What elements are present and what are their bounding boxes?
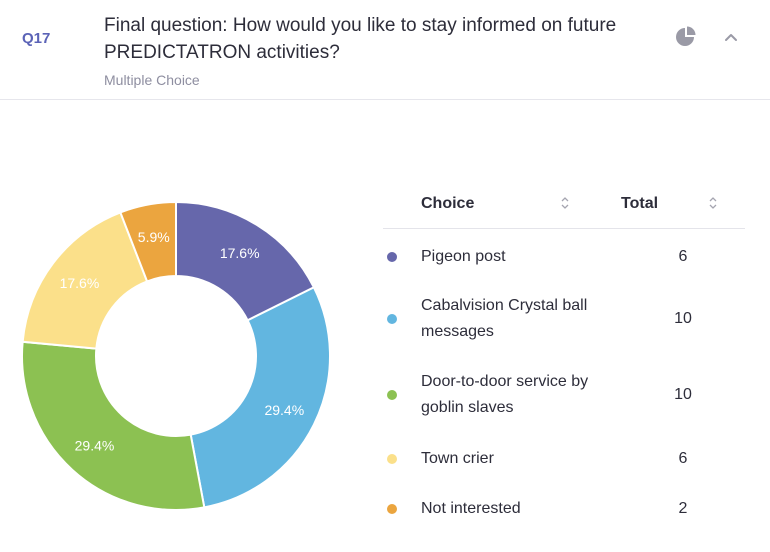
results-table: Choice Total Pigeon post 6 Cabalvision C… xyxy=(383,178,745,517)
legend-dot xyxy=(387,390,397,400)
chevron-up-icon[interactable] xyxy=(722,30,740,44)
table-header: Choice Total xyxy=(383,178,745,229)
choice-label: Town crier xyxy=(421,450,494,467)
sort-total-icon[interactable] xyxy=(709,196,717,210)
question-number: Q17 xyxy=(22,30,51,47)
question-type: Multiple Choice xyxy=(104,72,200,88)
table-row: Town crier 6 xyxy=(383,446,745,472)
donut-slice[interactable] xyxy=(175,200,316,322)
question-header: Q17 Final question: How would you like t… xyxy=(0,0,770,100)
donut-chart: 17.6% 29.4% 29.4% 17.6% 5.9% xyxy=(21,200,331,511)
slice-percent-label: 17.6% xyxy=(60,275,100,291)
choice-total: 10 xyxy=(674,386,692,403)
legend-dot xyxy=(387,504,397,514)
header-choice[interactable]: Choice xyxy=(421,195,475,212)
slice-percent-label: 5.9% xyxy=(138,229,170,245)
slice-percent-label: 17.6% xyxy=(220,245,260,261)
table-row: Door-to-door service by goblin slaves 10 xyxy=(383,369,745,421)
table-row: Pigeon post 6 xyxy=(383,244,745,270)
slice-percent-label: 29.4% xyxy=(264,402,304,418)
choice-total: 6 xyxy=(678,450,688,467)
choice-total: 6 xyxy=(678,248,688,265)
legend-dot xyxy=(387,314,397,324)
table-row: Cabalvision Crystal ball messages 10 xyxy=(383,293,745,345)
donut-slice[interactable] xyxy=(21,340,206,511)
question-title: Final question: How would you like to st… xyxy=(104,15,617,63)
header-total[interactable]: Total xyxy=(621,195,659,212)
slice-percent-label: 29.4% xyxy=(75,437,115,453)
legend-dot xyxy=(387,252,397,262)
donut-slice[interactable] xyxy=(119,200,177,283)
donut-slice[interactable] xyxy=(189,286,331,509)
choice-total: 10 xyxy=(674,310,692,327)
choice-label: Door-to-door service by goblin slaves xyxy=(421,373,589,416)
donut-slice[interactable] xyxy=(21,211,149,350)
choice-total: 2 xyxy=(678,500,688,517)
table-row: Not interested 2 xyxy=(383,496,745,522)
choice-label: Pigeon post xyxy=(421,248,506,265)
choice-label: Cabalvision Crystal ball messages xyxy=(421,297,588,340)
pie-chart-icon[interactable] xyxy=(674,26,696,48)
legend-dot xyxy=(387,454,397,464)
sort-choice-icon[interactable] xyxy=(561,196,569,210)
choice-label: Not interested xyxy=(421,500,521,517)
